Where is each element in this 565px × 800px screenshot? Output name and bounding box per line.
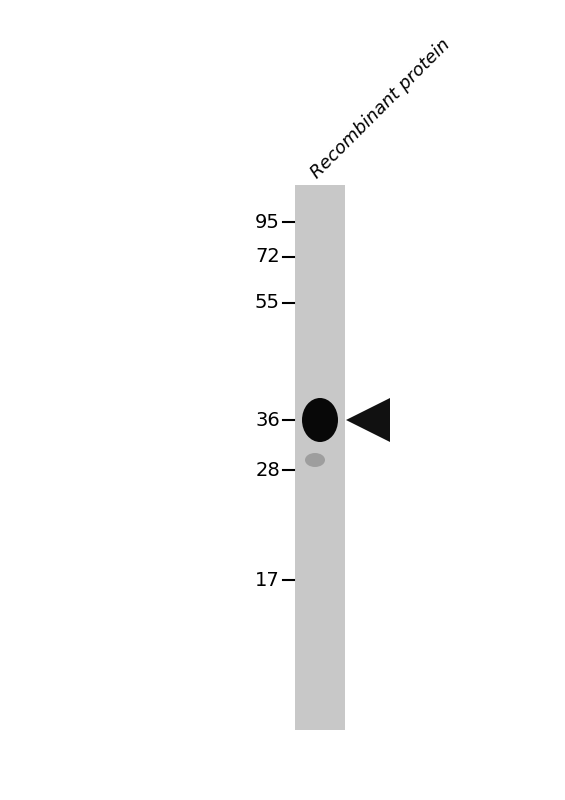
Text: 36: 36 <box>255 410 280 430</box>
Text: 95: 95 <box>255 213 280 231</box>
Text: 17: 17 <box>255 570 280 590</box>
Text: 28: 28 <box>255 461 280 479</box>
Bar <box>295 185 345 730</box>
Text: 72: 72 <box>255 247 280 266</box>
Text: 55: 55 <box>255 294 280 313</box>
Ellipse shape <box>305 453 325 467</box>
Ellipse shape <box>302 398 338 442</box>
Text: Recombinant protein: Recombinant protein <box>307 35 454 182</box>
Polygon shape <box>346 398 390 442</box>
